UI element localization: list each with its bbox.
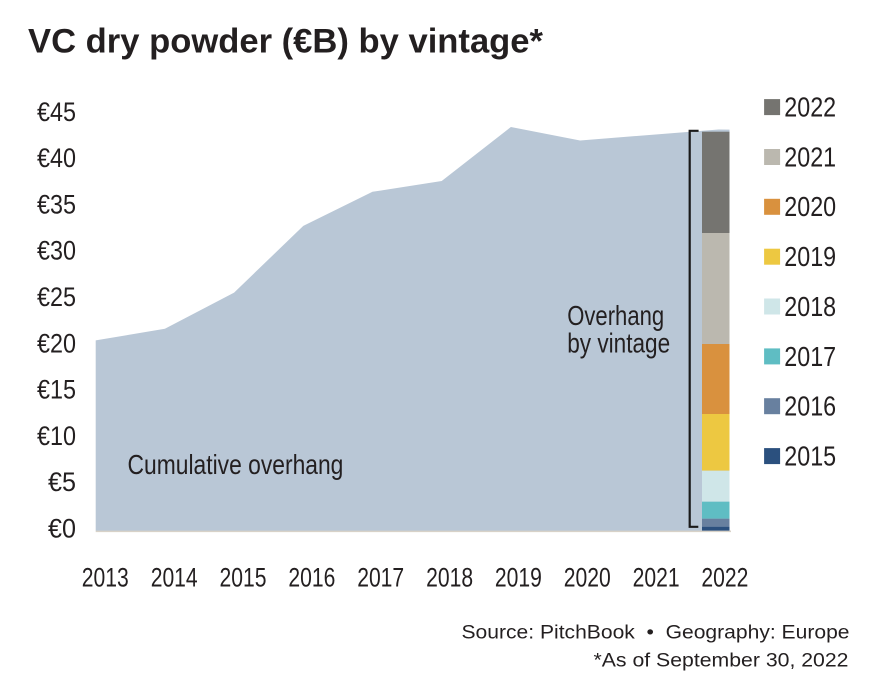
svg-text:2016: 2016: [784, 391, 836, 422]
svg-text:VC dry powder (€B) by vintage*: VC dry powder (€B) by vintage*: [28, 23, 544, 61]
svg-text:2015: 2015: [220, 563, 267, 593]
svg-text:2015: 2015: [784, 441, 836, 472]
svg-text:by vintage: by vintage: [567, 328, 670, 359]
svg-text:€5: €5: [48, 467, 76, 497]
svg-text:€20: €20: [37, 328, 76, 358]
svg-text:€0: €0: [48, 513, 76, 543]
svg-text:2014: 2014: [151, 563, 198, 593]
svg-text:€30: €30: [37, 236, 76, 266]
svg-text:Cumulative overhang: Cumulative overhang: [128, 449, 344, 480]
svg-text:2021: 2021: [633, 563, 680, 593]
svg-text:2017: 2017: [784, 341, 836, 372]
svg-text:2022: 2022: [784, 92, 836, 123]
svg-text:*As of September 30, 2022: *As of September 30, 2022: [594, 650, 849, 671]
svg-text:€40: €40: [37, 143, 76, 173]
svg-text:2020: 2020: [564, 563, 611, 593]
svg-text:2022: 2022: [701, 563, 748, 593]
svg-text:Overhang: Overhang: [567, 300, 664, 331]
svg-text:€35: €35: [37, 189, 76, 219]
svg-text:Source: PitchBook • Geograph: Source: PitchBook • Geography: Europe: [462, 623, 850, 644]
svg-text:2016: 2016: [288, 563, 335, 593]
svg-text:€45: €45: [37, 97, 76, 127]
svg-text:2020: 2020: [784, 191, 836, 222]
svg-text:€25: €25: [37, 282, 76, 312]
svg-text:2021: 2021: [784, 141, 836, 172]
svg-text:2013: 2013: [82, 563, 129, 593]
svg-text:2018: 2018: [784, 291, 836, 322]
svg-text:2018: 2018: [426, 563, 473, 593]
svg-text:2017: 2017: [357, 563, 404, 593]
svg-text:2019: 2019: [784, 241, 836, 272]
svg-text:€15: €15: [37, 375, 76, 405]
svg-text:€10: €10: [37, 421, 76, 451]
svg-text:2019: 2019: [495, 563, 542, 593]
